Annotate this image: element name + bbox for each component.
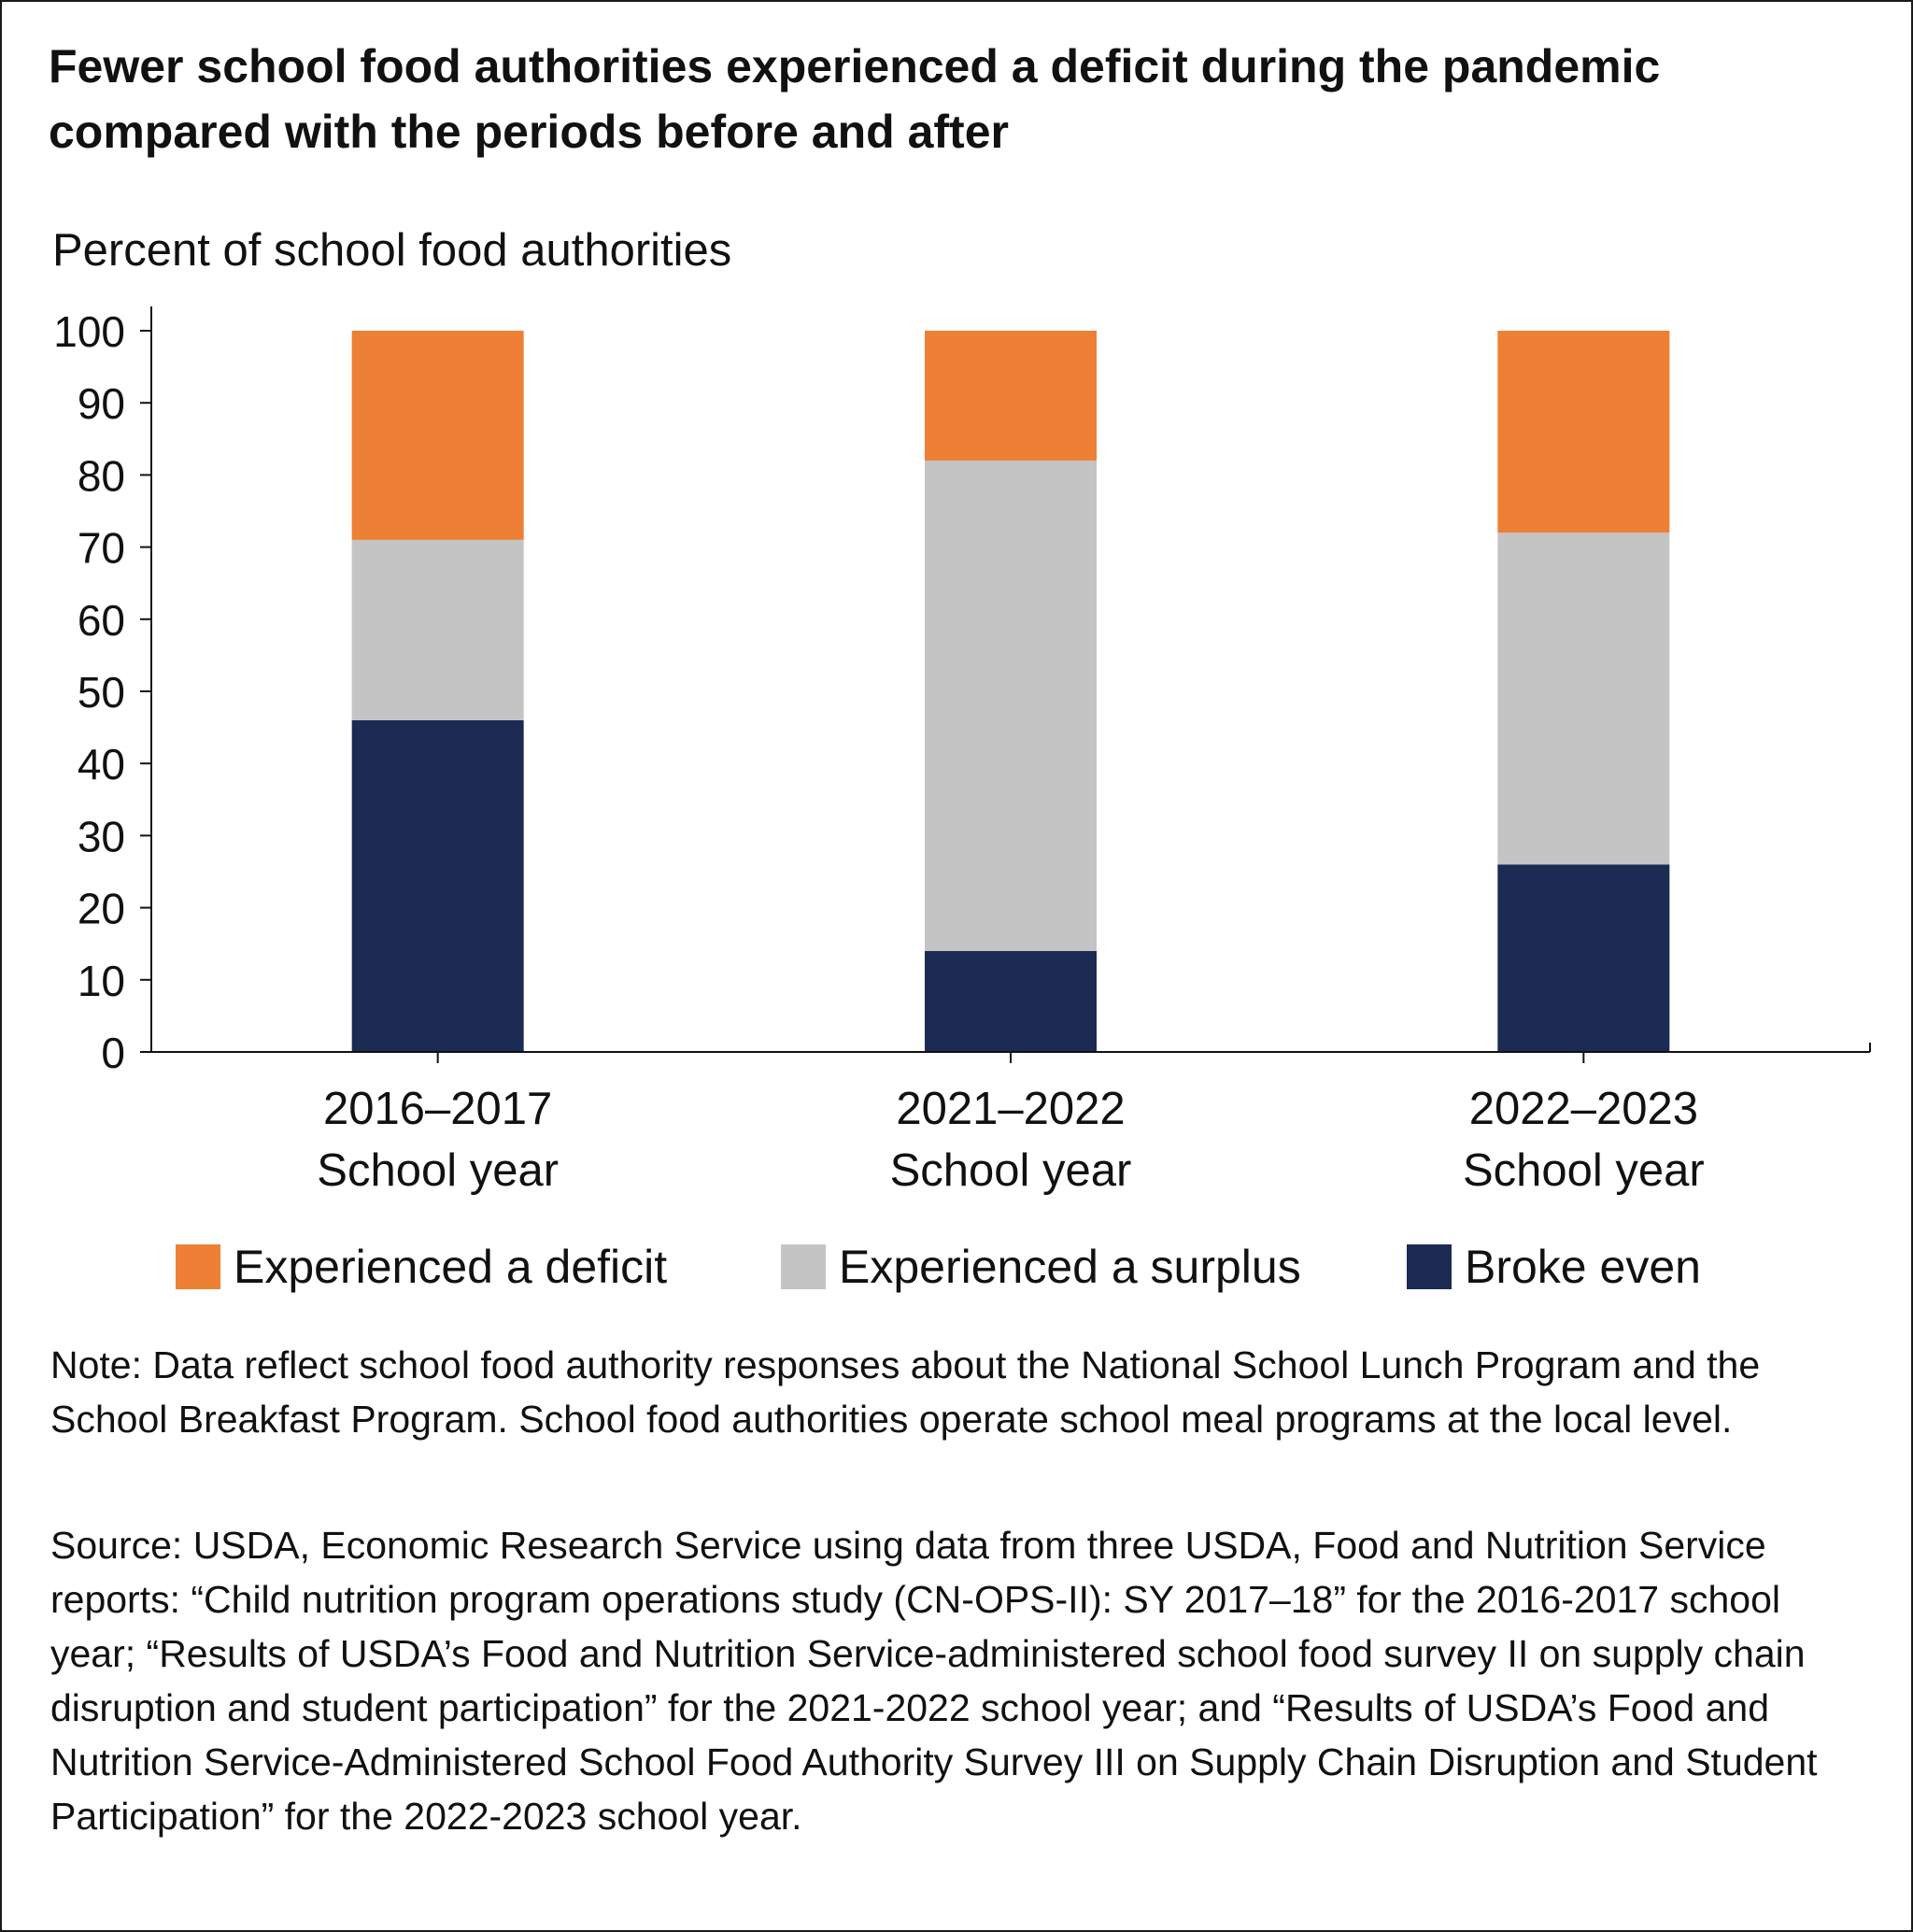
- y-tick-label: 50: [78, 668, 125, 717]
- x-tick-label: School year: [890, 1145, 1132, 1196]
- y-tick-label: 80: [78, 451, 125, 500]
- y-tick-label: 40: [78, 740, 125, 788]
- legend-label-broke-even: Broke even: [1465, 1241, 1701, 1293]
- x-tick-label: 2021–2022: [896, 1084, 1125, 1134]
- bar-experienced-a-deficit-1: [351, 331, 524, 540]
- bar-broke-even-3: [1497, 864, 1670, 1052]
- y-tick-label: 60: [78, 596, 125, 645]
- x-tick-label: School year: [1463, 1145, 1705, 1196]
- y-tick-label: 0: [101, 1029, 125, 1077]
- bar-experienced-a-deficit-3: [1497, 331, 1670, 533]
- chart-note: Note: Data reflect school food authority…: [50, 1343, 1761, 1441]
- y-tick-label: 20: [78, 885, 125, 933]
- bar-broke-even-2: [925, 950, 1097, 1052]
- bar-broke-even-1: [351, 719, 524, 1052]
- x-tick-label: 2016–2017: [323, 1084, 552, 1134]
- x-tick-label: School year: [317, 1145, 559, 1196]
- bar-experienced-a-surplus-2: [925, 460, 1097, 951]
- y-tick-label: 70: [78, 524, 125, 573]
- stacked-bar-chart: 0 10 20 30 40 50 60 70 80 90 100 2016–2017 School ye…: [53, 306, 1871, 1196]
- y-tick-label: 100: [53, 307, 125, 356]
- legend-swatch-deficit: [176, 1244, 220, 1289]
- legend-swatch-broke-even: [1407, 1244, 1452, 1289]
- y-tick-label: 30: [78, 812, 125, 860]
- legend: Experienced a deficit Experienced a surp…: [2, 1237, 1911, 1297]
- chart-source: Source: USDA, Economic Research Service …: [50, 1524, 1818, 1838]
- bar-experienced-a-surplus-1: [351, 539, 524, 720]
- x-tick-label: 2022–2023: [1469, 1084, 1698, 1134]
- bar-experienced-a-surplus-3: [1497, 533, 1670, 865]
- legend-swatch-surplus: [781, 1244, 826, 1289]
- legend-label-deficit: Experienced a deficit: [234, 1241, 668, 1293]
- legend-label-surplus: Experienced a surplus: [839, 1241, 1301, 1293]
- y-tick-label: 90: [78, 379, 125, 428]
- chart-title: Fewer school food authorities experience…: [49, 40, 1661, 158]
- y-axis-label: Percent of school food authorities: [52, 225, 732, 276]
- y-tick-label: 10: [78, 957, 125, 1005]
- bar-experienced-a-deficit-2: [925, 331, 1097, 461]
